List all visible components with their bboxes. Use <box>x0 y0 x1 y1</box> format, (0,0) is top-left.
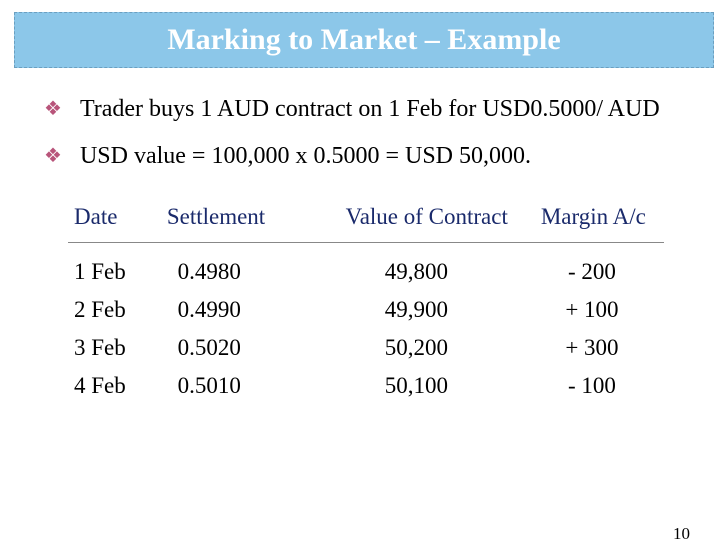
slide-title: Marking to Market – Example <box>167 23 560 56</box>
bullet-item: ❖ Trader buys 1 AUD contract on 1 Feb fo… <box>44 92 688 127</box>
cell-margin: + 300 <box>520 335 664 361</box>
th-margin: Margin A/c <box>519 204 664 230</box>
data-table: Date Settlement Value of Contract Margin… <box>68 204 664 405</box>
cell-margin: + 100 <box>520 297 664 323</box>
slide-title-bar: Marking to Market – Example <box>14 12 714 68</box>
cell-date: 1 Feb <box>68 259 168 285</box>
diamond-bullet-icon: ❖ <box>44 96 62 121</box>
page-number: 10 <box>673 524 690 544</box>
th-date: Date <box>68 204 167 230</box>
cell-value: 50,100 <box>313 373 520 399</box>
cell-settlement: 0.4990 <box>168 297 313 323</box>
cell-value: 49,900 <box>313 297 520 323</box>
bullet-text: Trader buys 1 AUD contract on 1 Feb for … <box>80 92 660 127</box>
cell-margin: - 200 <box>520 259 664 285</box>
cell-settlement: 0.5010 <box>168 373 313 399</box>
cell-date: 4 Feb <box>68 373 168 399</box>
slide-body: ❖ Trader buys 1 AUD contract on 1 Feb fo… <box>0 68 728 405</box>
cell-value: 50,200 <box>313 335 520 361</box>
table-row: 1 Feb 0.4980 49,800 - 200 <box>68 253 664 291</box>
table-header-row: Date Settlement Value of Contract Margin… <box>68 204 664 242</box>
cell-settlement: 0.5020 <box>168 335 313 361</box>
bullet-text: USD value = 100,000 x 0.5000 = USD 50,00… <box>80 139 531 174</box>
cell-date: 3 Feb <box>68 335 168 361</box>
cell-settlement: 0.4980 <box>168 259 313 285</box>
table-divider <box>68 242 664 243</box>
th-settlement: Settlement <box>167 204 310 230</box>
th-value: Value of Contract <box>310 204 519 230</box>
cell-value: 49,800 <box>313 259 520 285</box>
cell-margin: - 100 <box>520 373 664 399</box>
bullet-item: ❖ USD value = 100,000 x 0.5000 = USD 50,… <box>44 139 688 174</box>
table-row: 2 Feb 0.4990 49,900 + 100 <box>68 291 664 329</box>
cell-date: 2 Feb <box>68 297 168 323</box>
diamond-bullet-icon: ❖ <box>44 143 62 168</box>
table-row: 4 Feb 0.5010 50,100 - 100 <box>68 367 664 405</box>
table-row: 3 Feb 0.5020 50,200 + 300 <box>68 329 664 367</box>
